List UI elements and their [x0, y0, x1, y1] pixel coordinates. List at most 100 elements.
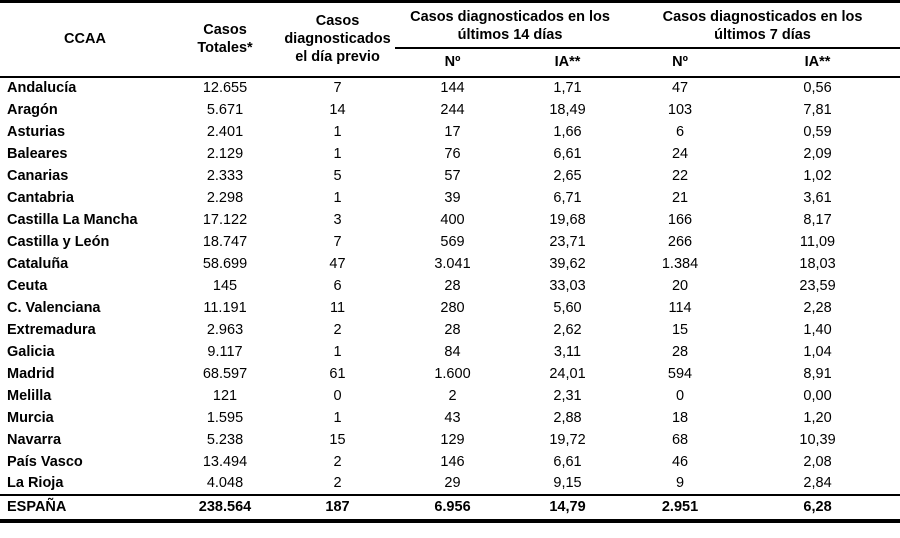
table-header: CCAA Casos Totales* Casos diagnosticados…: [0, 1, 900, 78]
value-cell: 6,71: [553, 189, 582, 206]
value-cell: 1,02: [803, 167, 832, 184]
ccaa-name-cell: Asturias: [7, 123, 66, 140]
value-cell: 1,20: [803, 409, 832, 426]
value-cell: 7: [333, 80, 342, 96]
column-header-n-7d: Nº: [625, 47, 736, 78]
table-row: Andalucía 12.655 7 144 1,71 47 0,56: [0, 77, 900, 99]
value-cell: 24,01: [549, 365, 586, 382]
value-cell: 3.041: [434, 255, 471, 272]
value-cell: 58.699: [202, 255, 248, 272]
value-cell: 1,66: [553, 123, 582, 140]
value-cell: 0,59: [803, 123, 832, 140]
value-cell: 57: [444, 167, 461, 184]
value-cell: 6.956: [395, 493, 510, 523]
ccaa-cases-table: CCAA Casos Totales* Casos diagnosticados…: [0, 0, 900, 523]
value-cell: 33,03: [549, 277, 586, 294]
value-cell: 6,61: [553, 145, 582, 162]
value-cell: 266: [667, 233, 693, 250]
value-cell: 2.298: [206, 189, 244, 206]
value-cell: 6: [333, 277, 342, 294]
value-cell: 15: [329, 431, 346, 448]
value-cell: 5: [333, 167, 342, 184]
table-row: Castilla y León 18.747 7 569 23,71 266 11,09: [0, 231, 900, 253]
value-cell: 2: [333, 475, 342, 491]
value-cell: 20: [671, 277, 689, 294]
value-cell: 3,61: [803, 189, 832, 206]
ccaa-name-cell: ESPAÑA: [0, 493, 170, 523]
value-cell: 3: [333, 211, 342, 228]
value-cell: 7,81: [803, 101, 832, 118]
value-cell: 1,04: [803, 343, 832, 360]
value-cell: 166: [667, 211, 693, 228]
ccaa-name-cell: Melilla: [7, 387, 52, 404]
ccaa-name-cell: C. Valenciana: [7, 299, 101, 316]
value-cell: 28: [671, 343, 689, 360]
column-header-n-14d: Nº: [395, 47, 510, 78]
ccaa-name-cell: País Vasco: [7, 453, 83, 470]
value-cell: 569: [440, 233, 465, 250]
ccaa-name-cell: Ceuta: [7, 277, 48, 294]
value-cell: 114: [668, 299, 692, 316]
value-cell: 22: [671, 167, 689, 184]
value-cell: 2.951: [625, 493, 736, 523]
value-cell: 0: [675, 387, 685, 404]
value-cell: 11.191: [203, 299, 247, 316]
value-cell: 13.494: [202, 453, 248, 470]
value-cell: 2,88: [553, 409, 582, 426]
value-cell: 14: [329, 101, 346, 118]
table-row: Baleares 2.129 1 76 6,61 24 2,09: [0, 143, 900, 165]
value-cell: 29: [444, 475, 461, 491]
value-cell: 6,28: [735, 493, 900, 523]
column-group-ultimos-14-dias: Casos diagnosticados en los últimos 14 d…: [395, 1, 626, 49]
value-cell: 121: [212, 387, 238, 404]
value-cell: 2.129: [206, 145, 244, 162]
table-body: Andalucía 12.655 7 144 1,71 47 0,56 Aragón 5.671…: [0, 77, 900, 523]
value-cell: 17.122: [202, 211, 248, 228]
value-cell: 68.597: [202, 365, 248, 382]
value-cell: 144: [440, 80, 465, 96]
value-cell: 84: [444, 343, 461, 360]
value-cell: 1: [333, 145, 342, 162]
value-cell: 1.600: [434, 365, 471, 382]
value-cell: 2.333: [206, 167, 244, 184]
value-cell: 23,71: [549, 233, 586, 250]
ccaa-name-cell: La Rioja: [7, 475, 64, 491]
value-cell: 2,09: [803, 145, 832, 162]
value-cell: 103: [667, 101, 693, 118]
table-row: Murcia 1.595 1 43 2,88 18 1,20: [0, 407, 900, 429]
value-cell: 18: [671, 409, 689, 426]
value-cell: 12.655: [202, 80, 248, 96]
ccaa-name-cell: Castilla La Mancha: [7, 211, 138, 228]
value-cell: 146: [440, 453, 465, 470]
value-cell: 11: [329, 299, 346, 316]
value-cell: 47: [329, 255, 346, 272]
value-cell: 11,09: [799, 233, 836, 250]
table-row: Madrid 68.597 61 1.600 24,01 594 8,91: [0, 363, 900, 385]
value-cell: 1.595: [206, 409, 244, 426]
value-cell: 28: [444, 277, 461, 294]
table-row: C. Valenciana 11.191 11 280 5,60 114 2,28: [0, 297, 900, 319]
value-cell: 2.963: [206, 321, 244, 338]
ccaa-name-cell: Galicia: [7, 343, 55, 360]
value-cell: 39,62: [549, 255, 586, 272]
value-cell: 17: [444, 123, 461, 140]
value-cell: 5.238: [206, 431, 244, 448]
table-row: Navarra 5.238 15 129 19,72 68 10,39: [0, 429, 900, 451]
table-row: Melilla 121 0 2 2,31 0 0,00: [0, 385, 900, 407]
ccaa-name-cell: Cantabria: [7, 189, 74, 206]
value-cell: 23,59: [799, 277, 836, 294]
value-cell: 0,56: [803, 80, 832, 96]
value-cell: 4.048: [206, 475, 244, 491]
column-group-ultimos-7-dias: Casos diagnosticados en los últimos 7 dí…: [625, 1, 900, 49]
value-cell: 2,31: [553, 387, 582, 404]
value-cell: 19,68: [549, 211, 586, 228]
value-cell: 1: [333, 343, 342, 360]
table-row: Aragón 5.671 14 244 18,49 103 7,81: [0, 99, 900, 121]
table-row: Ceuta 145 6 28 33,03 20 23,59: [0, 275, 900, 297]
ccaa-name-cell: Baleares: [7, 145, 68, 162]
value-cell: 39: [444, 189, 461, 206]
value-cell: 145: [212, 277, 238, 294]
ccaa-name-cell: Canarias: [7, 167, 69, 184]
value-cell: 19,72: [549, 431, 586, 448]
value-cell: 1.384: [661, 255, 699, 272]
